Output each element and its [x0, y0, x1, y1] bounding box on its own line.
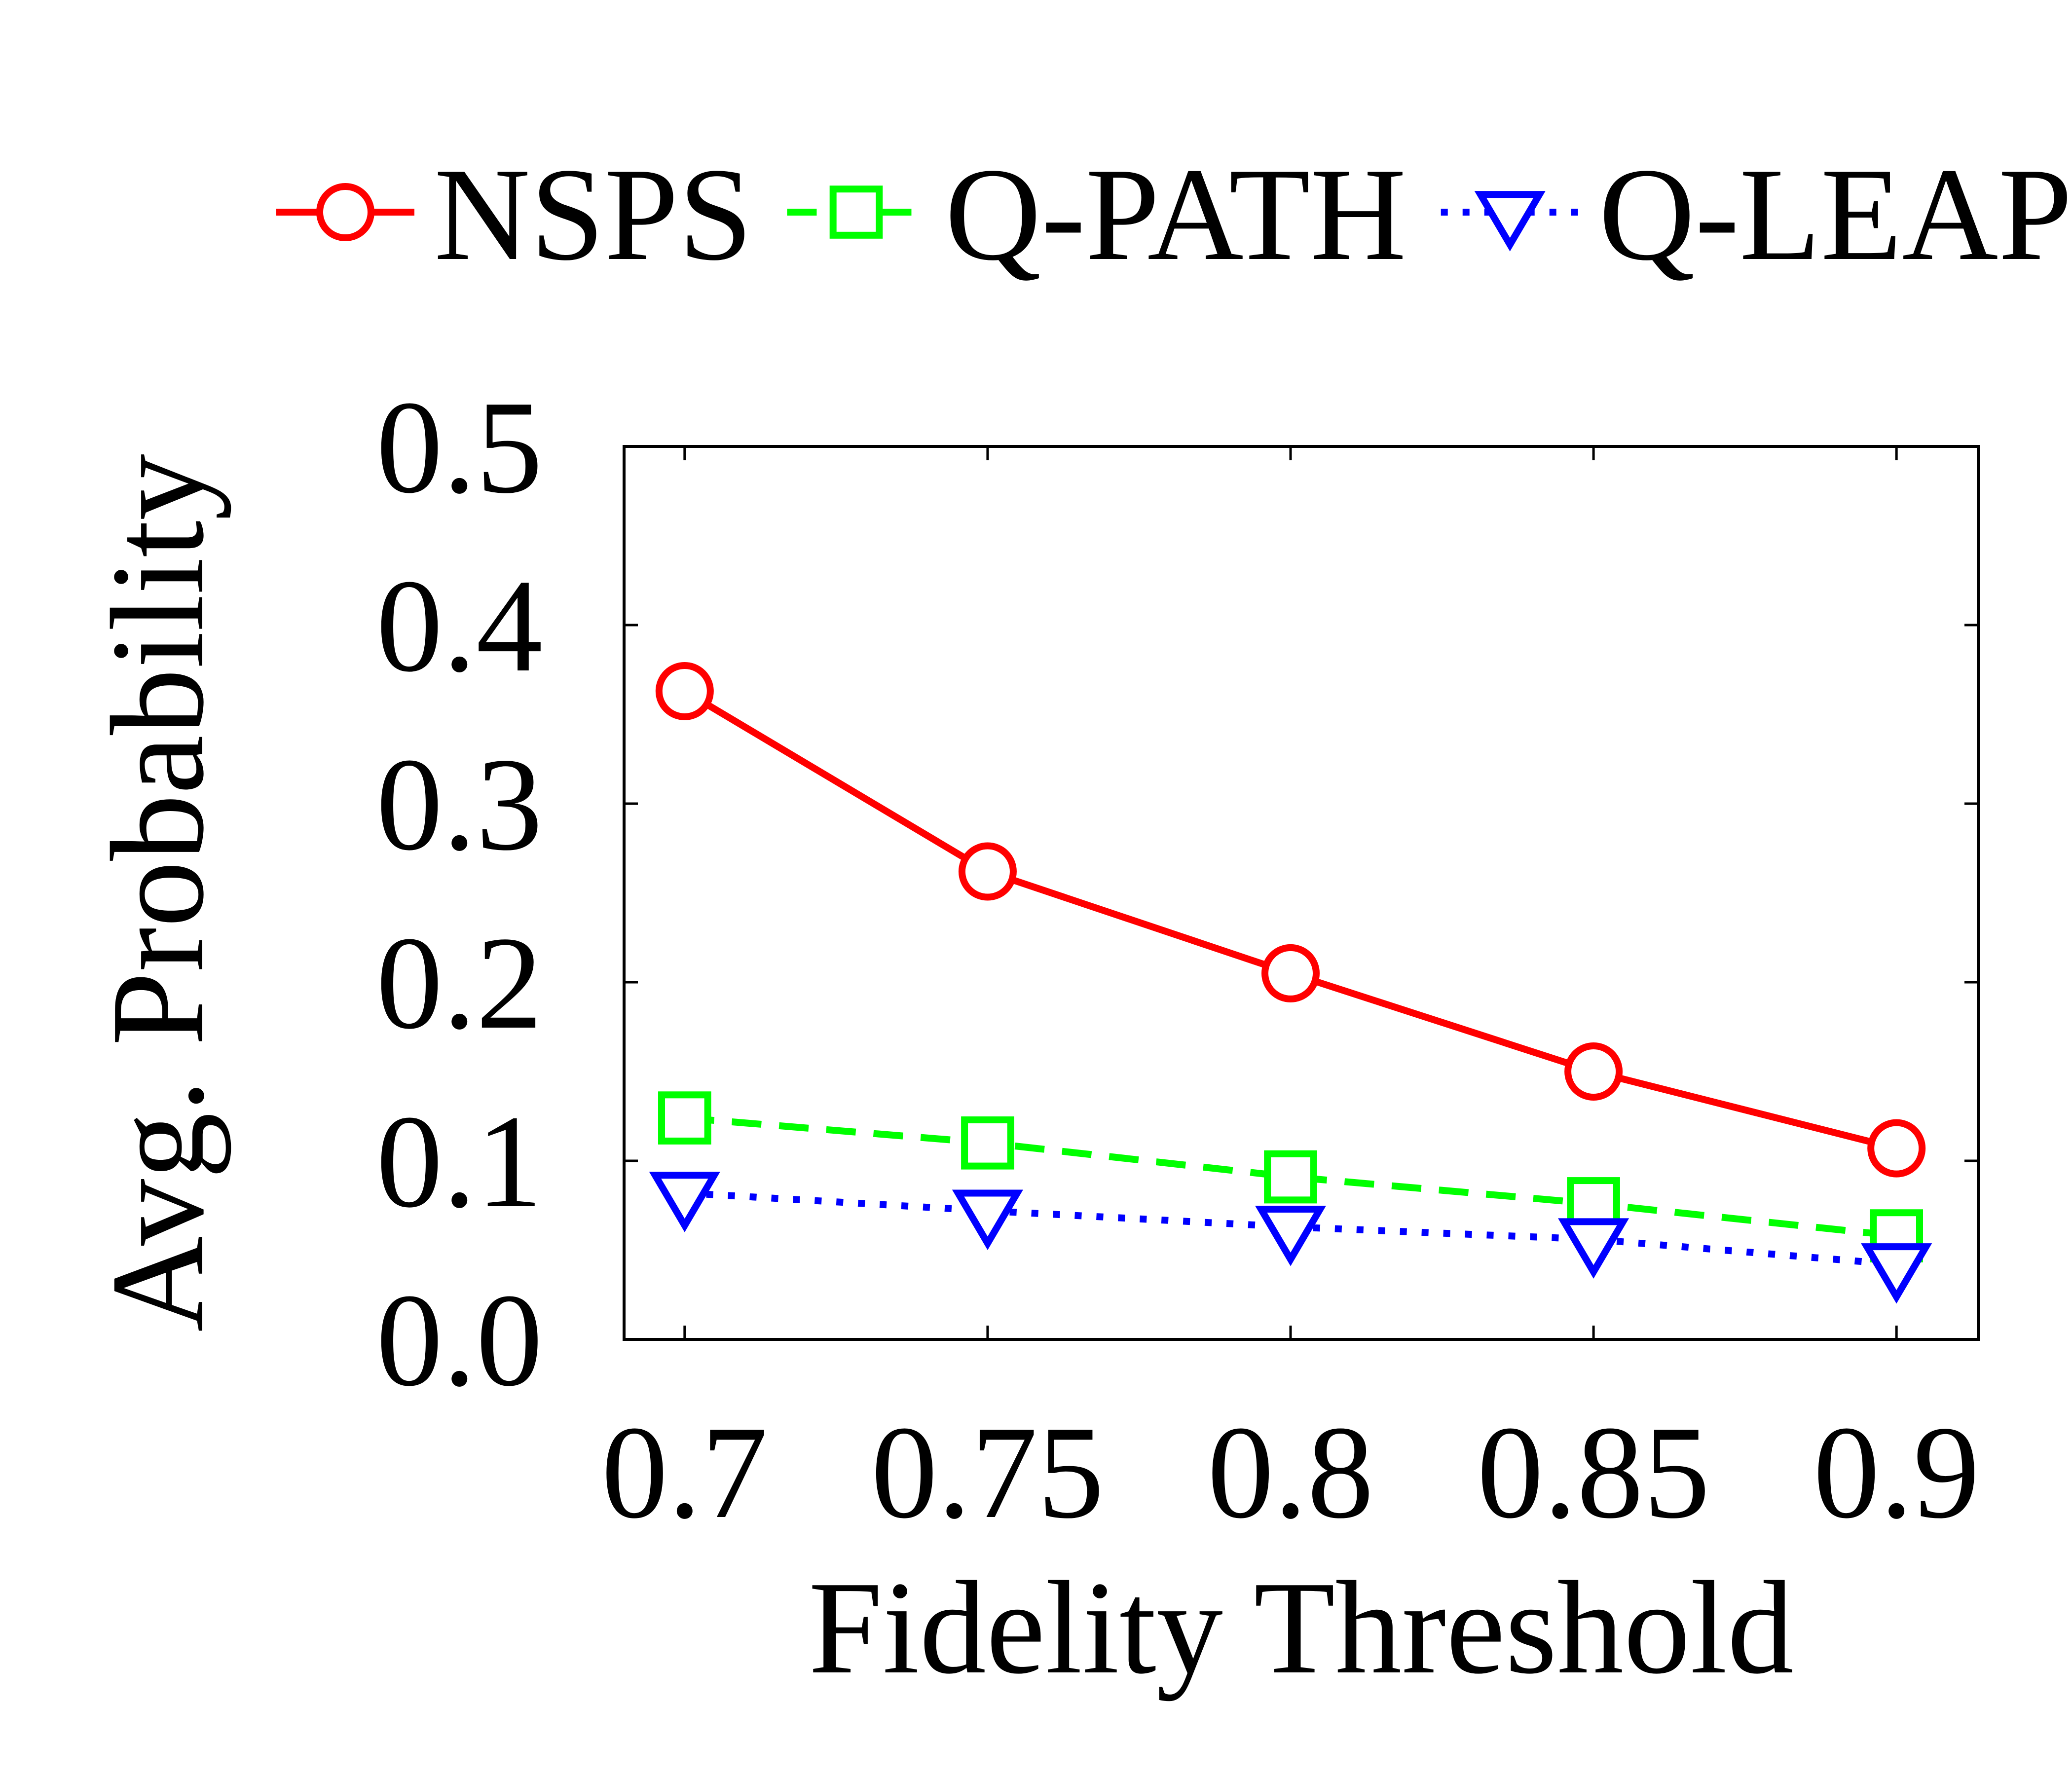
legend-label-q-path: Q-PATH: [945, 141, 1406, 288]
series-nsps: [655, 662, 1926, 1178]
data-point-q-leap: [649, 1172, 720, 1232]
data-point-q-leap: [1861, 1243, 1932, 1304]
legend-item-q-leap: Q-LEAP: [1441, 141, 2072, 288]
y-tick-label: 0.0: [376, 1266, 543, 1414]
plot-area: [623, 445, 1980, 1341]
legend-item-nsps: NSPS: [276, 141, 752, 288]
y-axis-label: Avg. Probability: [84, 454, 231, 1332]
axis-ticks: 0.7 0.75 0.8 0.85 0.9 0.0 0.1 0.2 0.3 0.4 0.5: [376, 373, 1980, 1546]
data-point-q-path: [961, 1116, 1014, 1170]
data-point-nsps: [1261, 944, 1320, 1002]
x-tick-label: 0.7: [601, 1399, 768, 1546]
legend-marker-q-leap: [1474, 191, 1546, 252]
legend-marker-nsps: [316, 183, 374, 241]
x-axis-label: Fidelity Threshold: [809, 1554, 1794, 1702]
x-tick-label: 0.85: [1477, 1399, 1710, 1546]
y-tick-label: 0.4: [376, 552, 543, 700]
y-tick-label: 0.1: [376, 1088, 543, 1235]
legend-label-nsps: NSPS: [434, 141, 752, 288]
legend-marker-q-path: [829, 185, 883, 239]
data-point-nsps: [1867, 1119, 1926, 1178]
y-tick-label: 0.2: [376, 909, 543, 1057]
data-point-nsps: [1564, 1042, 1623, 1101]
y-tick-label: 0.5: [376, 373, 543, 521]
x-tick-label: 0.9: [1813, 1399, 1980, 1546]
series-line-nsps: [683, 688, 1897, 1152]
data-point-q-path: [658, 1091, 711, 1145]
series-q-leap: [649, 1172, 1932, 1304]
y-tick-label: 0.3: [376, 731, 543, 878]
data-point-q-path: [1264, 1150, 1317, 1204]
legend-item-q-path: Q-PATH: [787, 141, 1406, 288]
series-layer: [649, 662, 1932, 1304]
data-point-q-leap: [1255, 1206, 1327, 1266]
data-point-nsps: [958, 842, 1017, 901]
series-line-q-path: [684, 1114, 1897, 1240]
legend-label-q-leap: Q-LEAP: [1599, 141, 2072, 288]
data-point-q-leap: [952, 1189, 1023, 1250]
data-point-nsps: [655, 662, 714, 720]
data-point-q-leap: [1558, 1218, 1629, 1279]
x-tick-label: 0.75: [871, 1399, 1105, 1546]
x-tick-label: 0.8: [1207, 1399, 1374, 1546]
legend: NSPS Q-PATH Q-LEAP: [276, 141, 2072, 288]
